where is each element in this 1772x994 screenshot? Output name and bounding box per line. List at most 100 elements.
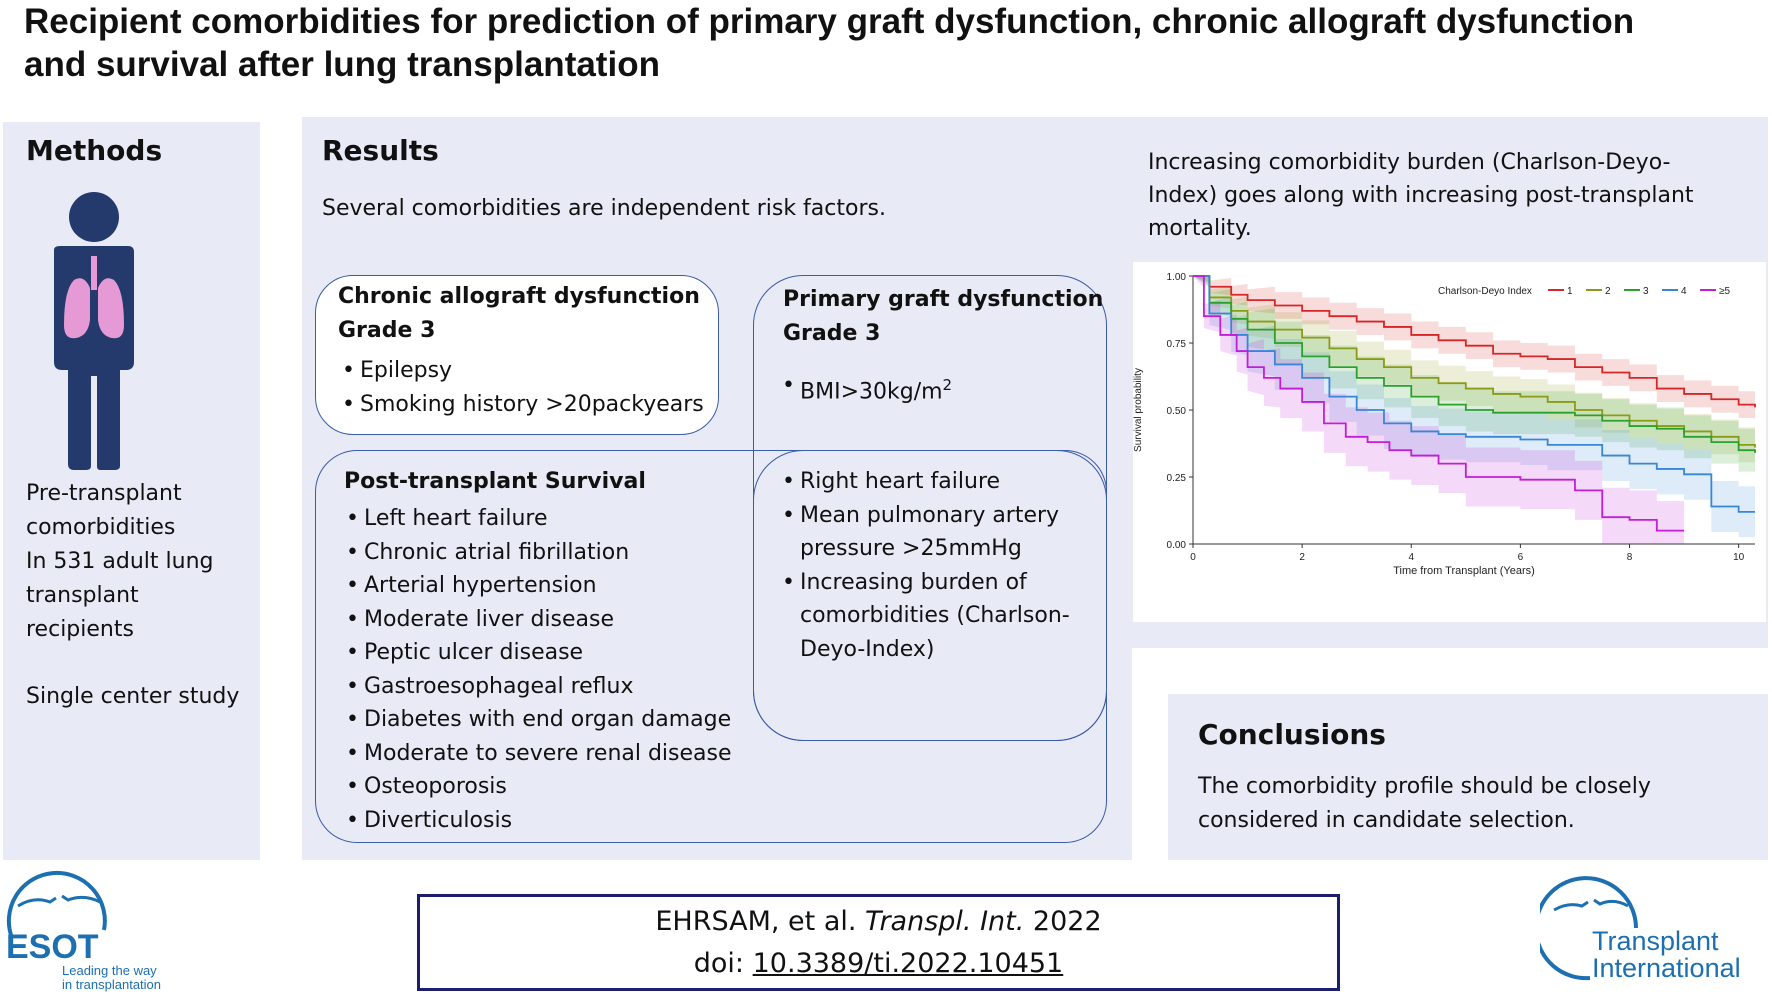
graphical-abstract-title: Recipient comorbidities for prediction o…: [24, 0, 1754, 86]
esot-tagline: Leading the way in transplantation: [62, 964, 161, 992]
cad-list: Epilepsy Smoking history >20packyears: [342, 354, 704, 421]
survival-curve-3: [1193, 275, 1756, 453]
methods-line: Pre-transplant: [26, 481, 182, 506]
y-tick-label: 0.75: [1167, 339, 1187, 350]
results-heading: Results: [322, 134, 439, 167]
title-line-1: Recipient comorbidities for prediction o…: [24, 2, 1635, 41]
legend-label: ≥5: [1719, 286, 1730, 297]
conclusions-line: considered in candidate selection.: [1198, 808, 1575, 833]
esot-name: ESOT: [6, 928, 99, 966]
list-item: Gastroesophageal reflux: [346, 670, 732, 704]
pgd-title-line: Primary graft dysfunction: [783, 287, 1104, 312]
list-item: Diabetes with end organ damage: [346, 703, 732, 737]
survival-curve-4: [1193, 275, 1755, 513]
methods-line: recipients: [26, 617, 134, 642]
citation-box: EHRSAM, et al. Transpl. Int. 2022 doi: 1…: [417, 894, 1340, 991]
bmi-text: BMI>30kg/m: [800, 379, 943, 405]
list-item: Moderate to severe renal disease: [346, 737, 732, 771]
list-item: Mean pulmonary artery pressure >25mmHg: [782, 499, 1092, 566]
x-tick-label: 4: [1408, 552, 1414, 563]
survival-chart: 0.00 0.25 0.50 0.75 1.00 0 2 4 6 8 10 Time from Tra…: [1133, 272, 1756, 577]
methods-description: Pre-transplant comorbidities In 531 adul…: [26, 477, 256, 647]
methods-line: comorbidities: [26, 515, 176, 540]
ti-name-line: International: [1592, 953, 1741, 983]
pgd-title: Primary graft dysfunction Grade 3: [783, 283, 1103, 351]
legend-title: Charlson-Deyo Index: [1438, 286, 1532, 297]
list-item: Right heart failure: [782, 465, 1092, 499]
confidence-band: [1193, 276, 1755, 538]
legend-label: 2: [1605, 286, 1611, 297]
survival-list: Left heart failure Chronic atrial fibril…: [346, 502, 732, 837]
confidence-band: [1193, 276, 1685, 544]
x-tick-label: 8: [1627, 552, 1633, 563]
survival-title: Post-transplant Survival: [344, 469, 646, 494]
citation-year: 2022: [1032, 906, 1102, 937]
legend-label: 1: [1567, 286, 1573, 297]
methods-heading: Methods: [26, 134, 163, 167]
list-item: Moderate liver disease: [346, 603, 732, 637]
study-type: Single center study: [26, 684, 240, 709]
methods-panel: [3, 122, 260, 860]
pgd-list: BMI>30kg/m2: [782, 369, 952, 409]
list-item: Epilepsy: [342, 354, 704, 388]
list-item: Smoking history >20packyears: [342, 388, 704, 422]
esot-tagline-line: Leading the way: [62, 963, 157, 978]
title-line-2: and survival after lung transplantation: [24, 45, 660, 84]
transplant-international-logo: Transplant International: [1540, 874, 1768, 990]
conclusions-panel: [1168, 694, 1768, 860]
ti-name-line: Transplant: [1592, 926, 1719, 956]
legend-label: 4: [1681, 286, 1687, 297]
methods-line: In 531 adult lung: [26, 549, 214, 574]
list-item: Peptic ulcer disease: [346, 636, 732, 670]
x-tick-label: 0: [1190, 552, 1196, 563]
y-axis-label: Survival probability: [1133, 368, 1144, 452]
cad-title-line: Chronic allograft dysfunction: [338, 284, 700, 309]
y-tick-label: 0.50: [1167, 406, 1187, 417]
ti-emblem-icon: [1540, 876, 1638, 981]
bmi-superscript: 2: [942, 376, 953, 394]
person-with-lungs-icon: [54, 192, 134, 470]
esot-logo: ESOT Leading the way in transplantation: [4, 868, 184, 992]
list-item: Osteoporosis: [346, 770, 732, 804]
legend-label: 3: [1643, 286, 1649, 297]
x-tick-label: 6: [1518, 552, 1524, 563]
list-item: BMI>30kg/m2: [782, 369, 952, 409]
conclusions-line: The comorbidity profile should be closel…: [1198, 774, 1651, 799]
list-item: Diverticulosis: [346, 804, 732, 838]
citation-authors: EHRSAM, et al.: [655, 906, 857, 937]
overlap-list: Right heart failure Mean pulmonary arter…: [782, 465, 1092, 666]
overlap-box: [753, 450, 1107, 741]
list-item: Chronic atrial fibrillation: [346, 536, 732, 570]
survival-curve-≥5: [1193, 275, 1685, 532]
conclusions-heading: Conclusions: [1198, 718, 1386, 751]
y-tick-label: 0.25: [1167, 473, 1187, 484]
citation-journal: Transpl. Int.: [865, 906, 1025, 937]
y-tick-label: 1.00: [1167, 272, 1187, 283]
chart-container: 0.00 0.25 0.50 0.75 1.00 0 2 4 6 8 10 Time from Tra…: [1133, 262, 1766, 622]
citation-line-1: EHRSAM, et al. Transpl. Int. 2022: [420, 901, 1337, 943]
doi-link[interactable]: 10.3389/ti.2022.10451: [752, 948, 1064, 979]
esot-emblem-icon: [6, 870, 107, 939]
survival-curve-2: [1193, 275, 1756, 448]
results-intro: Several comorbidities are independent ri…: [322, 196, 886, 221]
confidence-band: [1193, 276, 1755, 421]
cad-title: Chronic allograft dysfunction Grade 3: [338, 280, 700, 348]
list-item: Arterial hypertension: [346, 569, 732, 603]
x-tick-label: 2: [1299, 552, 1305, 563]
x-axis-label: Time from Transplant (Years): [1393, 565, 1535, 577]
confidence-band: [1193, 276, 1755, 465]
doi-label: doi:: [693, 948, 745, 979]
x-tick-label: 10: [1733, 552, 1745, 563]
ti-name: Transplant International: [1592, 928, 1741, 982]
cad-title-line: Grade 3: [338, 318, 436, 343]
list-item: Increasing burden of comorbidities (Char…: [782, 566, 1092, 667]
methods-line: transplant: [26, 583, 139, 608]
esot-tagline-line: in transplantation: [62, 977, 162, 992]
y-tick-label: 0.00: [1167, 540, 1187, 551]
conclusions-text: The comorbidity profile should be closel…: [1198, 770, 1651, 838]
list-item: Left heart failure: [346, 502, 732, 536]
pgd-title-line: Grade 3: [783, 321, 881, 346]
citation-line-2: doi: 10.3389/ti.2022.10451: [420, 943, 1337, 985]
confidence-band: [1193, 276, 1755, 475]
chart-caption: Increasing comorbidity burden (Charlson-…: [1148, 150, 1694, 241]
